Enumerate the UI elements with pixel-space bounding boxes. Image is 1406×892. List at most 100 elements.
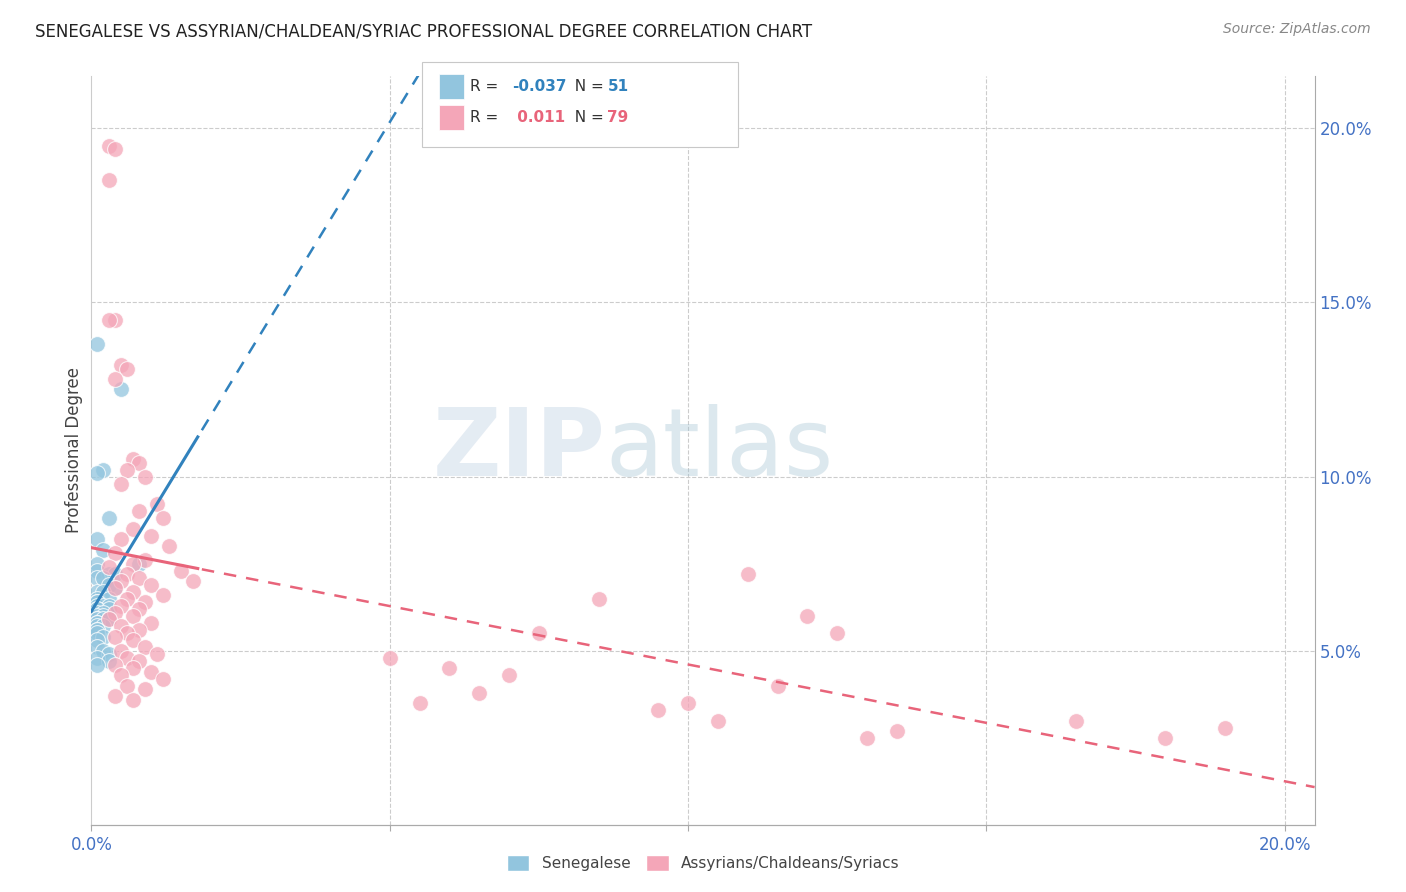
Point bbox=[122, 584, 145, 599]
Point bbox=[122, 692, 145, 706]
Point bbox=[647, 703, 669, 717]
Point bbox=[86, 633, 108, 648]
Point bbox=[98, 648, 121, 662]
Point bbox=[91, 571, 114, 585]
Point bbox=[91, 542, 114, 557]
Point bbox=[104, 567, 127, 582]
Point bbox=[139, 615, 162, 630]
Point bbox=[86, 571, 108, 585]
Text: atlas: atlas bbox=[605, 404, 834, 497]
Point bbox=[91, 619, 114, 633]
Point bbox=[1154, 731, 1177, 745]
Point bbox=[766, 679, 789, 693]
Point bbox=[86, 615, 108, 630]
Point bbox=[91, 599, 114, 613]
Point bbox=[408, 696, 430, 710]
Point bbox=[86, 612, 108, 626]
Point bbox=[104, 606, 127, 620]
Point bbox=[115, 361, 138, 376]
Text: N =: N = bbox=[565, 111, 609, 125]
Point bbox=[110, 476, 132, 491]
Point bbox=[886, 724, 908, 739]
Point bbox=[676, 696, 699, 710]
Point bbox=[86, 564, 108, 578]
Point bbox=[110, 599, 132, 613]
Point bbox=[86, 584, 108, 599]
Point bbox=[86, 609, 108, 624]
Point bbox=[98, 591, 121, 606]
Point bbox=[498, 668, 520, 682]
Point bbox=[104, 581, 127, 595]
Point bbox=[104, 142, 127, 156]
Point bbox=[128, 504, 150, 518]
Point bbox=[86, 623, 108, 637]
Point bbox=[128, 571, 150, 585]
Point bbox=[134, 682, 156, 697]
Point bbox=[104, 689, 127, 703]
Point bbox=[98, 560, 121, 574]
Point bbox=[110, 574, 132, 589]
Point bbox=[157, 539, 180, 553]
Point bbox=[104, 581, 127, 595]
Point bbox=[856, 731, 879, 745]
Point bbox=[86, 599, 108, 613]
Point bbox=[110, 668, 132, 682]
Point bbox=[98, 577, 121, 591]
Point bbox=[128, 623, 150, 637]
Point bbox=[98, 173, 121, 187]
Point bbox=[139, 577, 162, 591]
Point bbox=[170, 564, 193, 578]
Point bbox=[110, 533, 132, 547]
Point bbox=[139, 529, 162, 543]
Point bbox=[86, 466, 108, 480]
Point bbox=[152, 588, 174, 602]
Point bbox=[122, 661, 145, 675]
Point bbox=[91, 462, 114, 476]
Point bbox=[86, 612, 108, 626]
Point bbox=[91, 584, 114, 599]
Point bbox=[122, 633, 145, 648]
Point bbox=[128, 456, 150, 470]
Point bbox=[128, 557, 150, 571]
Point bbox=[104, 657, 127, 672]
Point bbox=[98, 138, 121, 153]
Point bbox=[152, 672, 174, 686]
Point bbox=[796, 609, 818, 624]
Point bbox=[122, 609, 145, 624]
Point bbox=[86, 595, 108, 609]
Point bbox=[122, 452, 145, 467]
Point bbox=[128, 654, 150, 668]
Point bbox=[146, 648, 169, 662]
Point bbox=[104, 312, 127, 326]
Point bbox=[1213, 721, 1236, 735]
Point bbox=[152, 511, 174, 525]
Point bbox=[115, 591, 138, 606]
Point bbox=[588, 591, 610, 606]
Point bbox=[439, 661, 461, 675]
Point bbox=[86, 602, 108, 616]
Point bbox=[98, 612, 121, 626]
Point bbox=[115, 567, 138, 582]
Point bbox=[122, 522, 145, 536]
Point bbox=[86, 533, 108, 547]
Point bbox=[91, 612, 114, 626]
Point bbox=[98, 602, 121, 616]
Point bbox=[115, 679, 138, 693]
Point bbox=[86, 606, 108, 620]
Point bbox=[86, 640, 108, 655]
Point bbox=[134, 469, 156, 483]
Point bbox=[98, 511, 121, 525]
Point bbox=[98, 567, 121, 582]
Point bbox=[86, 650, 108, 665]
Point bbox=[378, 650, 401, 665]
Point bbox=[134, 595, 156, 609]
Text: 51: 51 bbox=[607, 79, 628, 94]
Point bbox=[139, 665, 162, 679]
Point bbox=[115, 626, 138, 640]
Point bbox=[91, 609, 114, 624]
Point bbox=[86, 619, 108, 633]
Point bbox=[91, 630, 114, 644]
Point bbox=[104, 372, 127, 386]
Point bbox=[825, 626, 848, 640]
Legend: Senegalese, Assyrians/Chaldeans/Syriacs: Senegalese, Assyrians/Chaldeans/Syriacs bbox=[501, 849, 905, 877]
